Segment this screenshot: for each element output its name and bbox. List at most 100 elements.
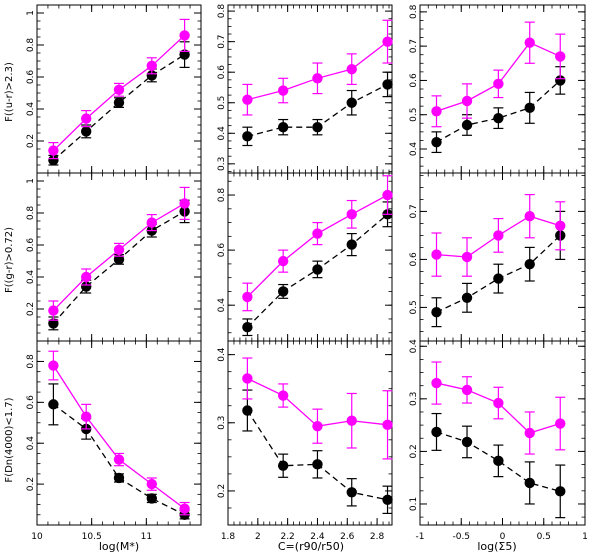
- data-point-black: [346, 239, 357, 250]
- data-point-magenta: [146, 478, 157, 490]
- y-tick-label: 0.4: [26, 102, 36, 117]
- x-tick-label: 2.2: [280, 532, 294, 542]
- panel-bottom-left: 10 10.5 11 0.2 0.4 0.6 0.8: [26, 340, 202, 542]
- y-tick-label: 0.8: [26, 354, 36, 369]
- y-tick-label: 0.5: [409, 300, 419, 314]
- x-tick-label: 1: [582, 532, 588, 542]
- data-point-magenta: [81, 113, 92, 124]
- data-point-black: [312, 459, 323, 470]
- y-tick-label: 1: [26, 178, 36, 184]
- data-point-magenta: [179, 30, 190, 41]
- data-point-magenta: [113, 454, 125, 465]
- panel-bottom-middle: 1.8 2 2.2 2.4 2.6 2.8 0.2 0.3 0.4: [217, 340, 393, 542]
- data-point-magenta: [461, 95, 473, 107]
- data-point-black: [461, 292, 473, 303]
- data-point-black: [242, 405, 253, 416]
- y-tick-label: 0.8: [217, 4, 227, 19]
- x-tick-label: 0.5: [537, 532, 551, 542]
- data-point-black: [431, 307, 442, 318]
- series-magenta: [242, 357, 393, 460]
- panel-center: 0.4 0.6 0.8: [217, 172, 393, 342]
- panel-frame: [36, 340, 202, 526]
- data-point-magenta: [179, 198, 190, 209]
- data-point-magenta: [382, 36, 393, 47]
- data-point-black: [48, 399, 59, 410]
- data-point-black: [555, 75, 566, 86]
- data-point-black: [431, 426, 442, 438]
- series-black: [48, 199, 190, 331]
- y-tick-label: 0.6: [409, 252, 419, 267]
- y-tick-label: 0.3: [409, 392, 419, 406]
- x-tick-label: 2.4: [310, 532, 325, 542]
- y-tick-label: 0.2: [26, 477, 36, 491]
- series-line-black: [436, 431, 561, 492]
- data-point-magenta: [493, 78, 504, 90]
- data-point-black: [382, 494, 393, 505]
- data-point-magenta: [493, 397, 504, 409]
- data-point-magenta: [242, 94, 253, 105]
- y-tick-label: 0.8: [217, 188, 227, 203]
- data-point-magenta: [382, 189, 393, 201]
- panel-bottom-right: -1 -0.5 0 0.5 1 0.1 0.2 0.3 0.4: [409, 339, 588, 542]
- y-tick-label: 0.8: [26, 38, 36, 53]
- y-tick-label: 0.8: [409, 4, 419, 19]
- data-point-magenta: [113, 84, 125, 96]
- y-tick-label: 0.4: [26, 270, 36, 285]
- panel-middle-left: 0.2 0.4 0.6 0.8 1: [26, 172, 202, 342]
- data-point-black: [312, 121, 323, 133]
- y-tick-label: 0.6: [217, 243, 227, 258]
- data-point-magenta: [312, 228, 323, 239]
- data-point-black: [81, 126, 92, 137]
- data-point-magenta: [312, 73, 323, 84]
- data-point-black: [524, 477, 535, 489]
- x-tick-label: 2.8: [370, 532, 385, 542]
- data-point-black: [113, 97, 125, 108]
- data-point-magenta: [48, 145, 59, 156]
- data-point-magenta: [146, 60, 157, 71]
- data-point-magenta: [81, 411, 92, 422]
- data-point-magenta: [146, 217, 157, 228]
- data-point-magenta: [346, 209, 357, 220]
- data-point-magenta: [277, 85, 289, 96]
- y-tick-label: 0.5: [217, 96, 227, 110]
- y-axis-label-row1: F((g-r)>0.72): [4, 227, 15, 293]
- series-line-black: [53, 403, 185, 516]
- panel-frame: [227, 340, 393, 526]
- y-tick-label: 0.8: [26, 206, 36, 221]
- panel-top-left: 0.2 0.4 0.6 0.8 1: [26, 4, 202, 174]
- data-point-black: [242, 322, 253, 333]
- series-line-black: [436, 79, 561, 143]
- data-point-magenta: [382, 419, 393, 431]
- series-black: [431, 412, 566, 519]
- series-magenta: [242, 19, 393, 116]
- data-point-magenta: [461, 251, 473, 263]
- data-point-magenta: [524, 37, 535, 48]
- data-point-magenta: [524, 427, 535, 439]
- data-point-black: [81, 281, 92, 292]
- series-black: [242, 201, 393, 337]
- series-magenta: [431, 194, 566, 277]
- data-point-black: [493, 455, 504, 467]
- series-line-magenta: [246, 194, 388, 298]
- y-tick-label: 0.4: [26, 436, 36, 451]
- data-point-magenta: [48, 305, 59, 316]
- x-axis-label-col1: C=(r90/r50): [278, 540, 344, 553]
- x-axis-label-col0: log(M*): [99, 540, 139, 553]
- y-tick-label: 0.2: [217, 484, 227, 498]
- y-tick-label: 0.1: [409, 497, 419, 511]
- y-tick-label: 0.6: [26, 238, 36, 253]
- y-tick-label: 0.6: [26, 70, 36, 85]
- x-tick-label: 2.6: [340, 532, 355, 542]
- series-magenta: [48, 350, 190, 516]
- data-point-magenta: [346, 415, 357, 426]
- data-point-magenta: [431, 106, 442, 117]
- y-tick-label: 0.3: [217, 416, 227, 430]
- data-point-black: [277, 286, 289, 297]
- x-tick-label: 1.8: [221, 532, 236, 542]
- data-point-magenta: [555, 51, 566, 62]
- y-tick-label: 0.3: [217, 157, 227, 171]
- panel-frame: [227, 172, 393, 342]
- y-tick-label: 0.4: [217, 126, 227, 141]
- data-point-magenta: [524, 211, 535, 222]
- data-point-black: [493, 112, 504, 124]
